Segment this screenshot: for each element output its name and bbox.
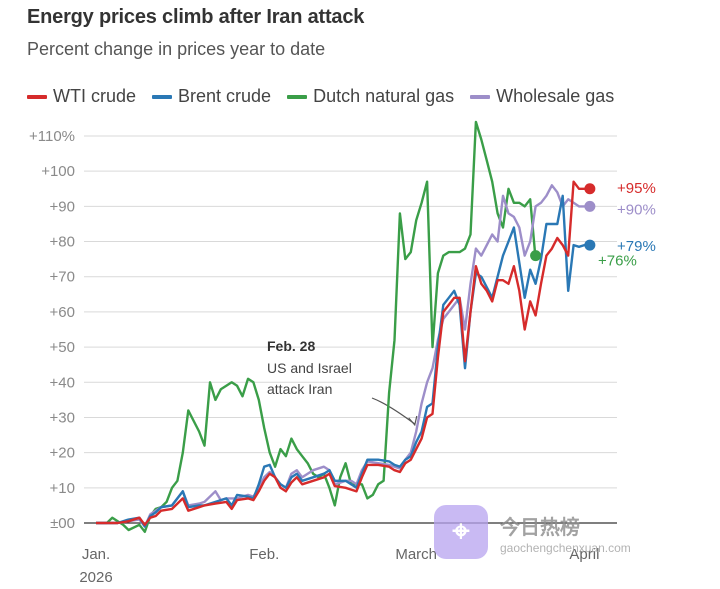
- series-line-wholesale-gas: [96, 184, 590, 528]
- chart-legend: WTI crude Brent crude Dutch natural gas …: [27, 86, 630, 107]
- legend-swatch-brent: [152, 94, 173, 99]
- series-end-label: +90%: [617, 201, 656, 218]
- y-tick-label: +50: [50, 339, 75, 356]
- y-tick-label: +20: [50, 445, 75, 462]
- y-tick-label: +100: [41, 163, 75, 180]
- series-end-label: +79%: [617, 238, 656, 255]
- legend-label-wti: WTI crude: [53, 86, 137, 106]
- x-tick-label: March: [395, 546, 437, 563]
- series-end-marker: [530, 250, 542, 262]
- legend-label-wholesale-gas: Wholesale gas: [496, 86, 615, 106]
- series-end-marker: [584, 239, 596, 251]
- x-tick-label: Jan.: [82, 546, 110, 563]
- chart-subtitle: Percent change in prices year to date: [27, 39, 326, 59]
- y-tick-label: +10: [50, 480, 75, 497]
- series-end-marker: [584, 200, 596, 212]
- series-end-label: +95%: [617, 180, 656, 197]
- watermark-name: 今日热榜: [500, 517, 580, 539]
- legend-item-brent: Brent crude: [152, 86, 271, 107]
- watermark-logo-icon: ⌖: [434, 505, 488, 559]
- chart-title: Energy prices climb after Iran attack: [27, 6, 365, 28]
- series-end-label: +76%: [598, 253, 637, 270]
- legend-label-brent: Brent crude: [178, 86, 272, 106]
- legend-label-dutch-gas: Dutch natural gas: [313, 86, 455, 106]
- y-tick-label: +90: [50, 198, 75, 215]
- annotation-arrowhead: [408, 415, 418, 427]
- annotation-text: attack Iran: [267, 381, 332, 397]
- legend-item-dutch-gas: Dutch natural gas: [287, 86, 454, 107]
- x-tick-label: April: [569, 546, 599, 563]
- legend-item-wti: WTI crude: [27, 86, 136, 107]
- y-tick-label: ±00: [50, 515, 75, 532]
- series-end-marker: [584, 183, 596, 195]
- y-tick-label: +60: [50, 304, 75, 321]
- watermark-domain: gaochengchenxuan.com: [500, 541, 631, 555]
- y-tick-label: +80: [50, 234, 75, 251]
- x-tick-sublabel: 2026: [79, 569, 112, 586]
- y-tick-label: +40: [50, 374, 75, 391]
- watermark: ⌖ 今日热榜 gaochengchenxuan.com: [434, 505, 714, 565]
- x-tick-label: Feb.: [249, 546, 279, 563]
- legend-swatch-dutch-gas: [287, 94, 308, 99]
- legend-swatch-wholesale-gas: [470, 94, 491, 99]
- y-tick-label: +110%: [29, 128, 75, 145]
- legend-swatch-wti: [27, 94, 47, 99]
- legend-item-wholesale-gas: Wholesale gas: [470, 86, 614, 107]
- y-tick-label: +30: [50, 409, 75, 426]
- annotation-title: Feb. 28: [267, 338, 315, 354]
- annotation-arrow: [371, 397, 416, 425]
- series-line-wti-crude: [96, 180, 590, 526]
- y-tick-label: +70: [50, 269, 75, 286]
- annotation-text: US and Israel: [267, 360, 352, 376]
